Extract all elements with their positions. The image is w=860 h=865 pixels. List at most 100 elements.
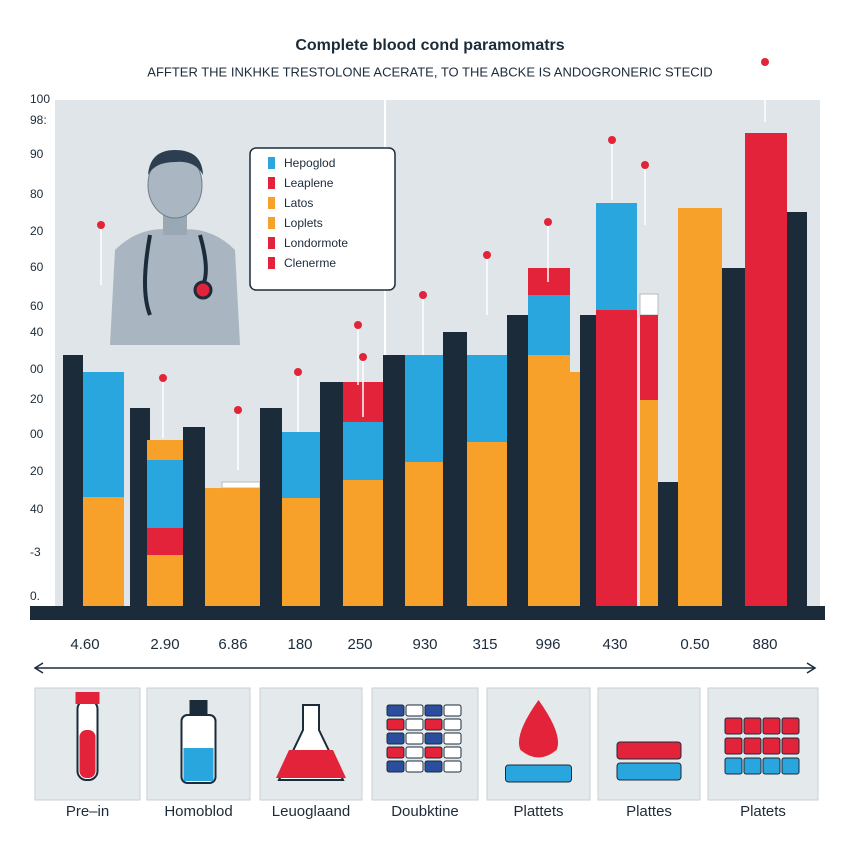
- x-axis-label: 315: [472, 636, 497, 653]
- bottle-fluid: [183, 748, 214, 781]
- block: [443, 704, 462, 717]
- y-axis-label: 00: [30, 427, 44, 441]
- bar-segment: [343, 422, 383, 480]
- bar-segment: [147, 528, 183, 555]
- bar-segment: [343, 480, 383, 608]
- bar-segment: [640, 315, 658, 400]
- person-illustration: [110, 150, 240, 345]
- bar-segment: [507, 315, 528, 608]
- bar-segment: [596, 203, 637, 310]
- bar-segment: [528, 268, 570, 295]
- bar-segment: [722, 268, 745, 608]
- block: [724, 717, 743, 735]
- card-label: Plattets: [513, 803, 563, 820]
- x-axis-label: 250: [347, 636, 372, 653]
- y-axis-label: 90: [30, 147, 44, 161]
- pin: [641, 161, 649, 169]
- y-axis-label: 00: [30, 362, 44, 376]
- pin: [544, 218, 552, 226]
- legend: Hepoglod Leaplene Latos Loplets Londormote Cl…: [249, 147, 396, 291]
- bar-segment: [658, 482, 678, 608]
- bar-segment: [678, 208, 722, 608]
- y-axis-label: 40: [30, 325, 44, 339]
- pin: [354, 321, 362, 329]
- pin: [294, 368, 302, 376]
- block: [743, 717, 762, 735]
- legend-swatch: [268, 237, 275, 249]
- bar-segment: [528, 355, 570, 608]
- slab: [505, 764, 572, 783]
- x-axis-label: 430: [602, 636, 627, 653]
- bar-segment: [222, 488, 260, 608]
- title: Complete blood cond paramomatrs: [295, 37, 564, 54]
- block: [743, 757, 762, 775]
- flask-fluid: [276, 750, 346, 778]
- tube-blood: [79, 730, 96, 778]
- block: [424, 760, 443, 773]
- bar-segment: [130, 408, 150, 608]
- bar-segment: [467, 442, 507, 608]
- legend-swatch: [268, 257, 275, 269]
- block: [405, 704, 424, 717]
- bar-segment: [147, 440, 183, 460]
- legend-label: Loplets: [284, 216, 323, 230]
- bar-segment: [282, 432, 320, 498]
- block: [386, 732, 405, 745]
- y-axis-label: 40: [30, 502, 44, 516]
- x-axis-label: 930: [412, 636, 437, 653]
- y-axis-label: 0.: [30, 589, 40, 603]
- block: [405, 718, 424, 731]
- y-axis-label: 60: [30, 260, 44, 274]
- x-axis-label: 880: [752, 636, 777, 653]
- x-axis-label: 0.50: [680, 636, 709, 653]
- legend-label: Latos: [284, 196, 313, 210]
- drop: [518, 700, 559, 758]
- pin: [608, 136, 616, 144]
- block: [424, 746, 443, 759]
- bar-segment: [405, 462, 443, 608]
- block: [386, 704, 405, 717]
- bars: [63, 58, 807, 608]
- block: [724, 757, 743, 775]
- block: [443, 718, 462, 731]
- bar-segment: [183, 427, 205, 608]
- block: [424, 704, 443, 717]
- legend-label: Hepoglod: [284, 156, 335, 170]
- bar-segment: [205, 488, 222, 608]
- block: [724, 737, 743, 755]
- block: [762, 737, 781, 755]
- pin: [234, 406, 242, 414]
- y-axis-label: 98:: [30, 113, 47, 127]
- bar-segment: [640, 400, 658, 608]
- card-label: Plattes: [626, 803, 672, 820]
- bar-segment: [383, 355, 405, 608]
- bar-segment: [83, 372, 124, 497]
- legend-label: Leaplene: [284, 176, 334, 190]
- x-axis-label: 4.60: [70, 636, 99, 653]
- cards: Pre–in Homoblod Leuoglaand Doubktine Plattet…: [34, 687, 819, 820]
- pin: [761, 58, 769, 66]
- block: [405, 760, 424, 773]
- arrow-heads: [33, 662, 817, 674]
- y-axis-label: 80: [30, 187, 44, 201]
- bar-segment: [221, 481, 261, 489]
- bar-segment: [787, 212, 807, 608]
- block: [443, 732, 462, 745]
- y-axis-label: 20: [30, 392, 44, 406]
- block: [781, 717, 800, 735]
- block: [386, 746, 405, 759]
- block: [762, 717, 781, 735]
- pin: [97, 221, 105, 229]
- bar-segment: [260, 408, 282, 608]
- block: [424, 732, 443, 745]
- block: [424, 718, 443, 731]
- bar-segment: [282, 498, 320, 608]
- card-label: Platets: [740, 803, 786, 820]
- block: [443, 746, 462, 759]
- bar-segment: [467, 355, 507, 442]
- y-axis-label: 20: [30, 464, 44, 478]
- legend-label: Londormote: [284, 236, 348, 250]
- tube-cap: [75, 692, 100, 704]
- pin: [159, 374, 167, 382]
- legend-swatch: [268, 157, 275, 169]
